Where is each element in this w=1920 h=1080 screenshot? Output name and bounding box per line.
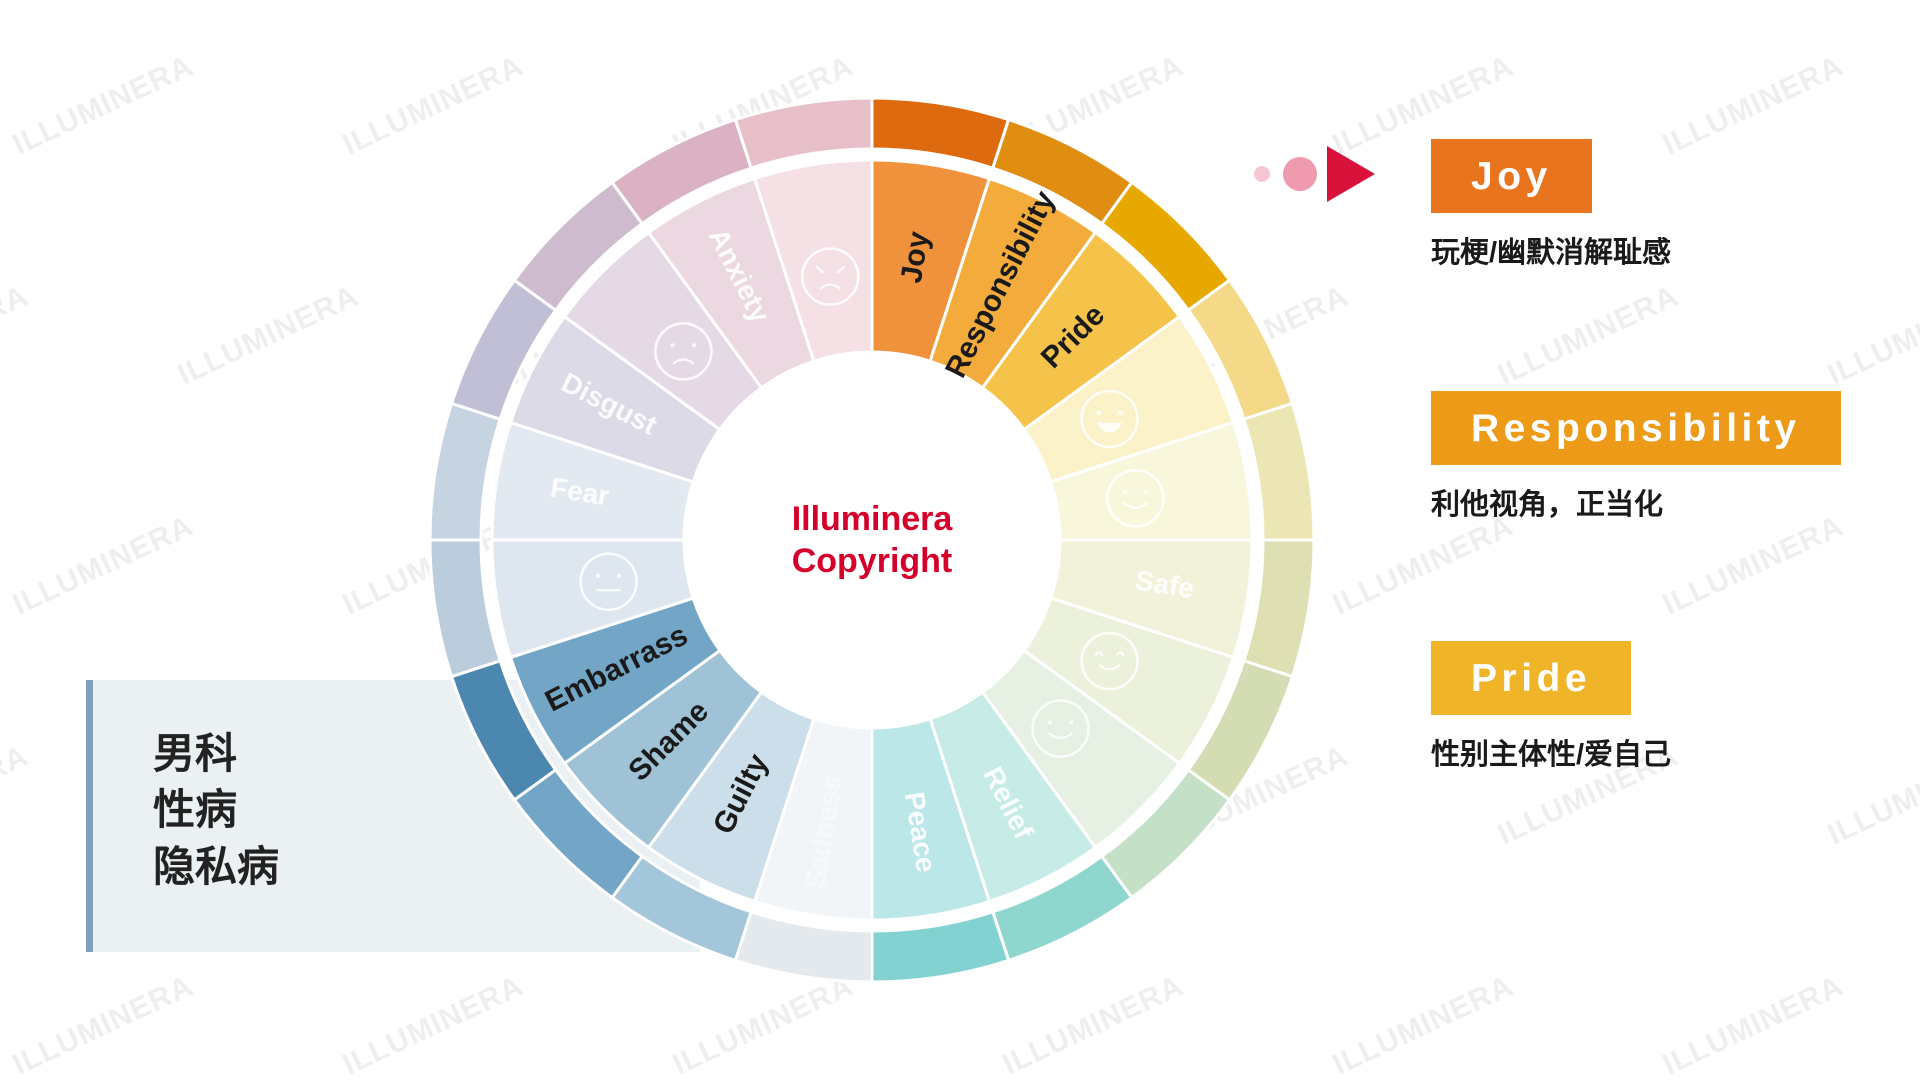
svg-text:Illuminera: Illuminera	[792, 500, 954, 538]
svg-text:Copyright: Copyright	[792, 542, 953, 580]
